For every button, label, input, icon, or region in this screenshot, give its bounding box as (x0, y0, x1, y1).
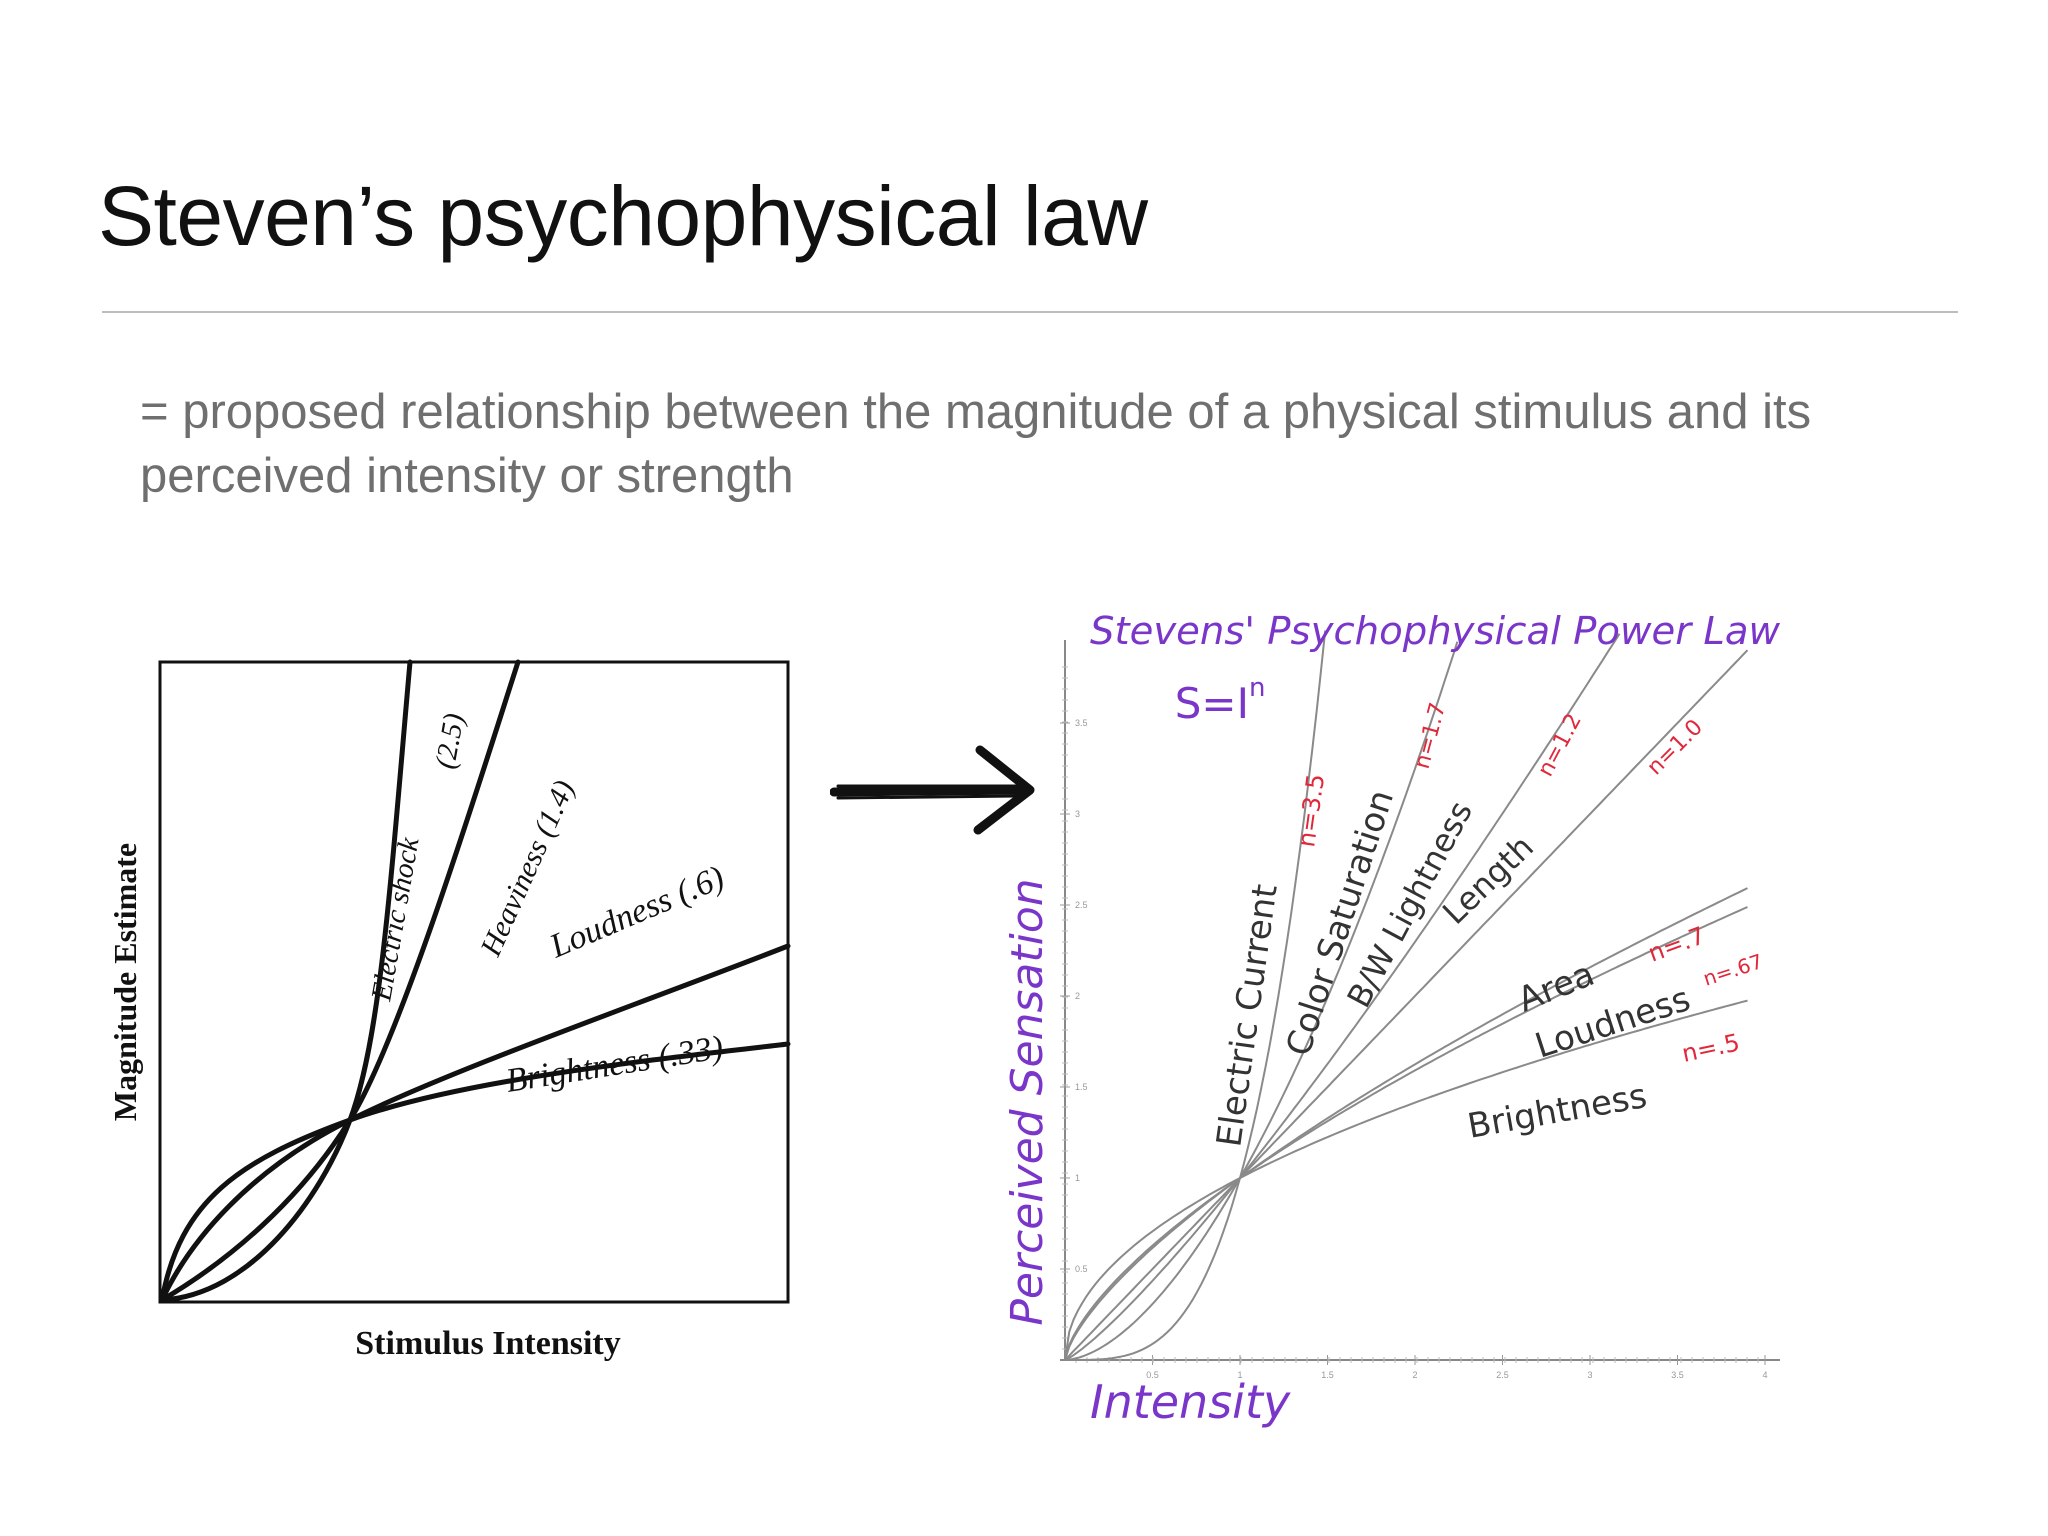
slide-title: Steven’s psychophysical law (98, 169, 1148, 263)
x-tick-label: 2 (1412, 1370, 1417, 1380)
plot-frame (158, 660, 790, 1304)
curve-loudness (159, 943, 791, 1303)
y-tick-label: 1 (1075, 1173, 1080, 1183)
y-ticks: 0.5 1 1.5 2 2.5 3 3.5 (1060, 666, 1088, 1350)
power-curve-2 (1064, 641, 1459, 1361)
right-title: Stevens' Psychophysical Power Law (1090, 609, 1781, 653)
title-divider (102, 311, 1958, 313)
stevens-law-textbook-figure: Magnitude Estimate Stimulus Intensity El… (107, 659, 791, 1362)
exponent-bw-lightness: n=1.2 (1533, 710, 1587, 781)
y-tick-label: 0.5 (1075, 1264, 1088, 1274)
left-xlabel: Stimulus Intensity (355, 1325, 620, 1362)
definition-text: = proposed relationship between the magn… (140, 385, 1812, 503)
x-tick-label: 4 (1762, 1370, 1767, 1380)
exponent-loudness: n=.67 (1700, 949, 1766, 991)
y-tick-label: 1.5 (1075, 1082, 1088, 1092)
label-electric-shock: Electric shock (365, 834, 426, 1004)
right-ylabel: Perceived Sensation (1002, 878, 1053, 1325)
power-curve-4 (1064, 649, 1749, 1361)
label-loudness: Loudness (.6) (544, 859, 730, 966)
x-tick-label: 0.5 (1146, 1370, 1159, 1380)
right-xlabel: Intensity (1090, 1375, 1291, 1429)
curve-brightness (159, 1041, 791, 1303)
exponent-electric-current: n=3.5 (1292, 772, 1330, 849)
curve-heaviness (159, 659, 521, 1303)
exponent-color-saturation: n=1.7 (1410, 700, 1452, 772)
power-curve-3 (1064, 633, 1621, 1361)
y-tick-label: 3 (1075, 809, 1080, 819)
x-tick-label: 1 (1237, 1370, 1242, 1380)
stevens-power-law-sketch: 0.5 1 1.5 2 2.5 3 3.5 4 0.5 1 1.5 2 2.5 3 3.5 Stevens… (1002, 609, 1781, 1429)
x-tick-label: 2.5 (1496, 1370, 1509, 1380)
formula: S=In (1108, 657, 1306, 728)
x-tick-label: 3 (1587, 1370, 1592, 1380)
label-brightness: Brightness (1465, 1076, 1650, 1147)
exponent-brightness: n=.5 (1679, 1028, 1742, 1067)
y-tick-label: 3.5 (1075, 718, 1088, 728)
power-curve-1 (1065, 630, 1327, 1361)
arrow-icon (830, 745, 1035, 835)
y-tick-label: 2.5 (1075, 900, 1088, 910)
power-curve-6 (1064, 906, 1748, 1361)
x-ticks: 0.5 1 1.5 2 2.5 3 3.5 4 (1075, 1355, 1768, 1380)
label-electric-shock-exponent: (2.5) (429, 711, 470, 771)
x-tick-label: 3.5 (1671, 1370, 1684, 1380)
exponent-area: n=.7 (1644, 921, 1708, 967)
left-ylabel: Magnitude Estimate (107, 843, 143, 1121)
y-tick-label: 2 (1075, 991, 1080, 1001)
x-tick-label: 1.5 (1321, 1370, 1334, 1380)
power-curve-7 (1064, 999, 1748, 1361)
power-curve-5 (1064, 887, 1748, 1361)
